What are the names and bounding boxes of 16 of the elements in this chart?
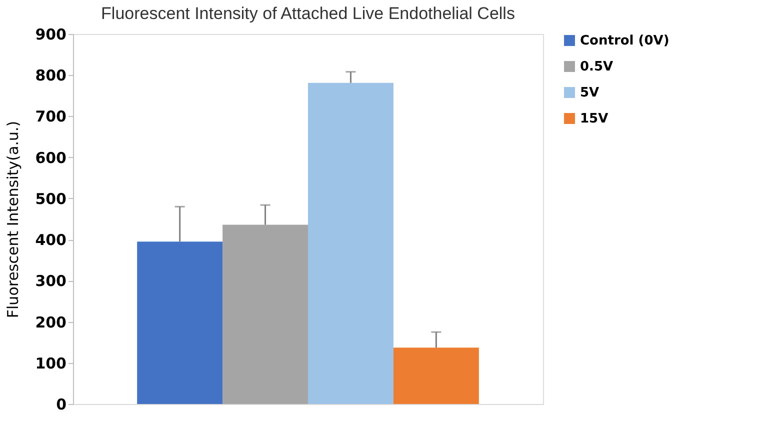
legend-label: 15V bbox=[580, 112, 608, 126]
y-tick-label: 200 bbox=[35, 313, 66, 332]
y-tick-label: 0 bbox=[56, 396, 66, 414]
y-axis-title: Fluorescent Intensity(a.u.) bbox=[4, 120, 22, 318]
y-tick-label: 400 bbox=[35, 231, 66, 250]
y-tick-label: 100 bbox=[35, 354, 66, 372]
legend-label: Control (0V) bbox=[580, 34, 670, 48]
y-tick-label: 800 bbox=[35, 66, 66, 85]
y-tick-label: 700 bbox=[35, 108, 66, 126]
y-tick-label: 600 bbox=[35, 148, 66, 167]
y-tick-label: 300 bbox=[35, 272, 66, 290]
y-tick-label: 900 bbox=[35, 26, 66, 44]
y-tick-label: 500 bbox=[35, 190, 66, 208]
legend-label: 0.5V bbox=[580, 60, 614, 74]
chart-title: Fluorescent Intensity of Attached Live Endothelial Cells bbox=[101, 4, 515, 23]
legend-label: 5V bbox=[580, 86, 600, 100]
